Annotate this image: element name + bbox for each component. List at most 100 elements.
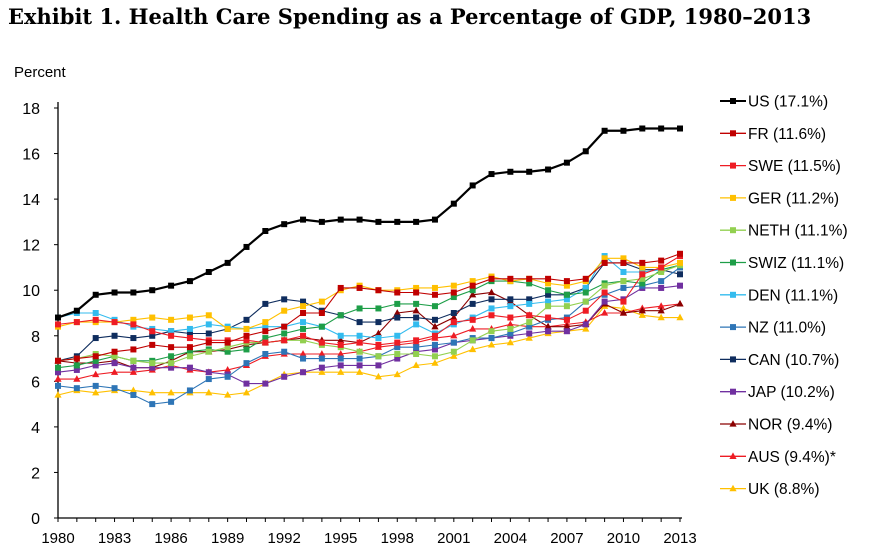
x-tick-label: 1995 <box>324 530 357 547</box>
data-point <box>205 369 212 376</box>
data-point <box>450 331 458 339</box>
data-point <box>450 339 457 346</box>
data-point <box>413 314 420 321</box>
series-line <box>57 255 681 346</box>
data-point <box>393 370 401 378</box>
data-point <box>281 337 288 344</box>
data-point <box>262 300 269 307</box>
data-point <box>205 348 212 355</box>
data-point <box>318 339 325 346</box>
data-point <box>488 305 495 312</box>
data-point <box>186 325 193 332</box>
data-point <box>526 312 533 319</box>
data-point <box>394 351 401 357</box>
data-point <box>658 257 665 264</box>
series-line <box>57 253 681 362</box>
data-point <box>55 357 61 364</box>
data-point <box>375 335 382 342</box>
data-point <box>394 289 401 296</box>
data-point <box>167 388 175 396</box>
legend-item: US (17.1%) <box>720 94 828 111</box>
data-point <box>582 321 589 328</box>
data-point <box>450 348 457 355</box>
data-point <box>601 282 608 289</box>
data-point <box>300 303 307 310</box>
data-point <box>300 337 307 344</box>
data-point <box>92 382 99 389</box>
data-point <box>73 319 80 326</box>
data-point <box>544 322 552 330</box>
legend-item: AUS (9.4%)* <box>720 449 836 466</box>
data-point <box>431 316 438 323</box>
data-point <box>563 278 570 285</box>
data-point <box>242 388 251 396</box>
data-point <box>92 291 99 298</box>
data-point <box>450 200 457 207</box>
series-fr <box>55 250 683 364</box>
data-point <box>130 346 137 353</box>
data-point <box>356 216 363 223</box>
data-point <box>394 300 401 307</box>
data-point <box>507 330 514 337</box>
data-point <box>431 291 438 298</box>
legend-swatch-marker <box>730 356 736 363</box>
legend-item: FR (11.6%) <box>720 126 826 143</box>
data-point <box>394 355 401 362</box>
data-point <box>186 348 193 355</box>
legend-label: GER (11.2%) <box>748 190 839 207</box>
data-point <box>168 316 175 323</box>
data-point <box>73 385 80 392</box>
x-tick-label: 2001 <box>437 530 470 547</box>
legend-label: FR (11.6%) <box>748 126 826 143</box>
data-point <box>639 259 646 266</box>
series-jap <box>55 282 683 387</box>
data-point <box>431 359 439 366</box>
data-point <box>224 391 232 398</box>
data-point <box>300 216 307 223</box>
data-point <box>431 303 438 310</box>
data-point <box>582 275 589 282</box>
data-point <box>526 330 533 337</box>
data-point <box>73 366 80 373</box>
data-point <box>186 314 193 321</box>
series-den <box>55 253 683 342</box>
y-tick-label: 16 <box>22 147 40 164</box>
data-point <box>488 328 495 335</box>
series-line <box>57 305 680 396</box>
data-point <box>677 282 683 289</box>
data-point <box>186 353 193 360</box>
data-point <box>375 218 382 225</box>
data-point <box>582 284 589 291</box>
data-point <box>224 259 231 266</box>
data-point <box>639 125 646 132</box>
data-point <box>394 218 401 225</box>
data-point <box>92 310 99 316</box>
data-point <box>356 332 363 339</box>
data-point <box>638 311 646 318</box>
data-point <box>168 353 175 360</box>
data-point <box>205 388 213 396</box>
data-point <box>431 346 438 353</box>
data-point <box>545 275 552 282</box>
data-point <box>582 289 589 296</box>
data-point <box>563 303 570 310</box>
data-point <box>601 298 608 305</box>
data-point <box>676 299 684 307</box>
data-point <box>318 350 326 357</box>
data-point <box>469 282 476 289</box>
legend-label: UK (8.8%) <box>748 481 820 498</box>
data-point <box>130 316 137 323</box>
data-point <box>413 344 420 351</box>
data-point <box>55 321 61 328</box>
legend-label: SWE (11.5%) <box>748 158 841 175</box>
x-tick-label: 2007 <box>550 530 583 547</box>
data-point <box>73 355 80 362</box>
data-point <box>413 289 420 296</box>
data-point <box>356 348 363 355</box>
data-point <box>149 314 156 321</box>
data-point <box>92 357 99 364</box>
data-point <box>375 341 382 348</box>
data-point <box>168 332 175 339</box>
data-point <box>168 364 175 371</box>
data-point <box>148 388 156 396</box>
